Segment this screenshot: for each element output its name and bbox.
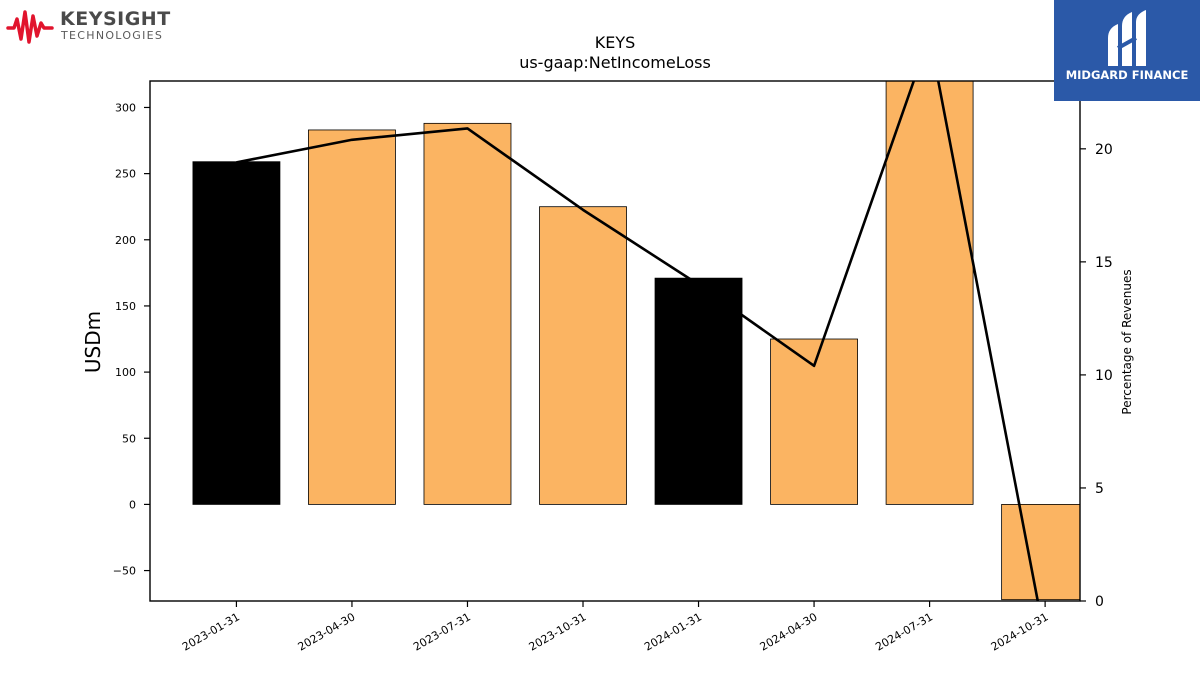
brand-name: KEYSIGHT [60, 8, 171, 30]
chart-title: KEYS [595, 33, 636, 52]
y-tick-label: 200 [115, 234, 136, 247]
x-tick-label: 2023-07-31 [411, 610, 473, 653]
y-axis-label: USDm [81, 311, 105, 373]
brand-subtitle: TECHNOLOGIES [61, 29, 164, 42]
midgard-mark-icon [1108, 10, 1146, 66]
bar-2023-04-30 [308, 129, 396, 505]
bar-2024-01-31 [654, 277, 743, 505]
x-tick-label: 2024-10-31 [989, 610, 1051, 653]
plot-frame [149, 80, 1081, 602]
bar-2023-01-31 [192, 161, 281, 505]
x-tick-label: 2024-01-31 [642, 610, 704, 653]
y2-axis-label: Percentage of Revenues [1120, 269, 1134, 414]
x-tick-label: 2024-04-30 [758, 610, 820, 653]
x-tick-label: 2023-10-31 [527, 610, 589, 653]
y2-tick-label: 10 [1095, 368, 1113, 384]
x-tick-label: 2024-07-31 [873, 610, 935, 653]
bar-2023-10-31 [539, 206, 627, 505]
bar-2024-07-31 [885, 81, 974, 505]
y-tick-label: 300 [115, 101, 136, 114]
y-tick-label: 50 [122, 432, 136, 445]
y-tick-label: 0 [129, 498, 136, 511]
midgard-finance-logo: MIDGARD FINANCE [1054, 0, 1200, 101]
percentage-line [236, 81, 1040, 601]
y2-tick-label: 5 [1095, 481, 1104, 497]
x-tick-label: 2023-01-31 [180, 610, 242, 653]
y-tick-label: 250 [115, 168, 136, 181]
y2-tick-label: 15 [1095, 255, 1113, 271]
bar-2023-07-31 [423, 122, 512, 505]
y2-tick-label: 0 [1095, 594, 1104, 610]
keysight-logo: KEYSIGHT TECHNOLOGIES [6, 6, 176, 46]
y-tick-label: 150 [115, 300, 136, 313]
y-tick-label: −50 [113, 565, 136, 578]
plot-area [192, 81, 1080, 601]
midgard-brand-name: MIDGARD FINANCE [1065, 68, 1189, 82]
bar-2024-10-31 [1001, 504, 1080, 601]
y-tick-label: 100 [115, 366, 136, 379]
x-tick-label: 2023-04-30 [296, 610, 358, 653]
chart-subtitle: us-gaap:NetIncomeLoss [519, 53, 711, 72]
wave-icon [6, 10, 54, 44]
y2-tick-label: 20 [1095, 142, 1113, 158]
